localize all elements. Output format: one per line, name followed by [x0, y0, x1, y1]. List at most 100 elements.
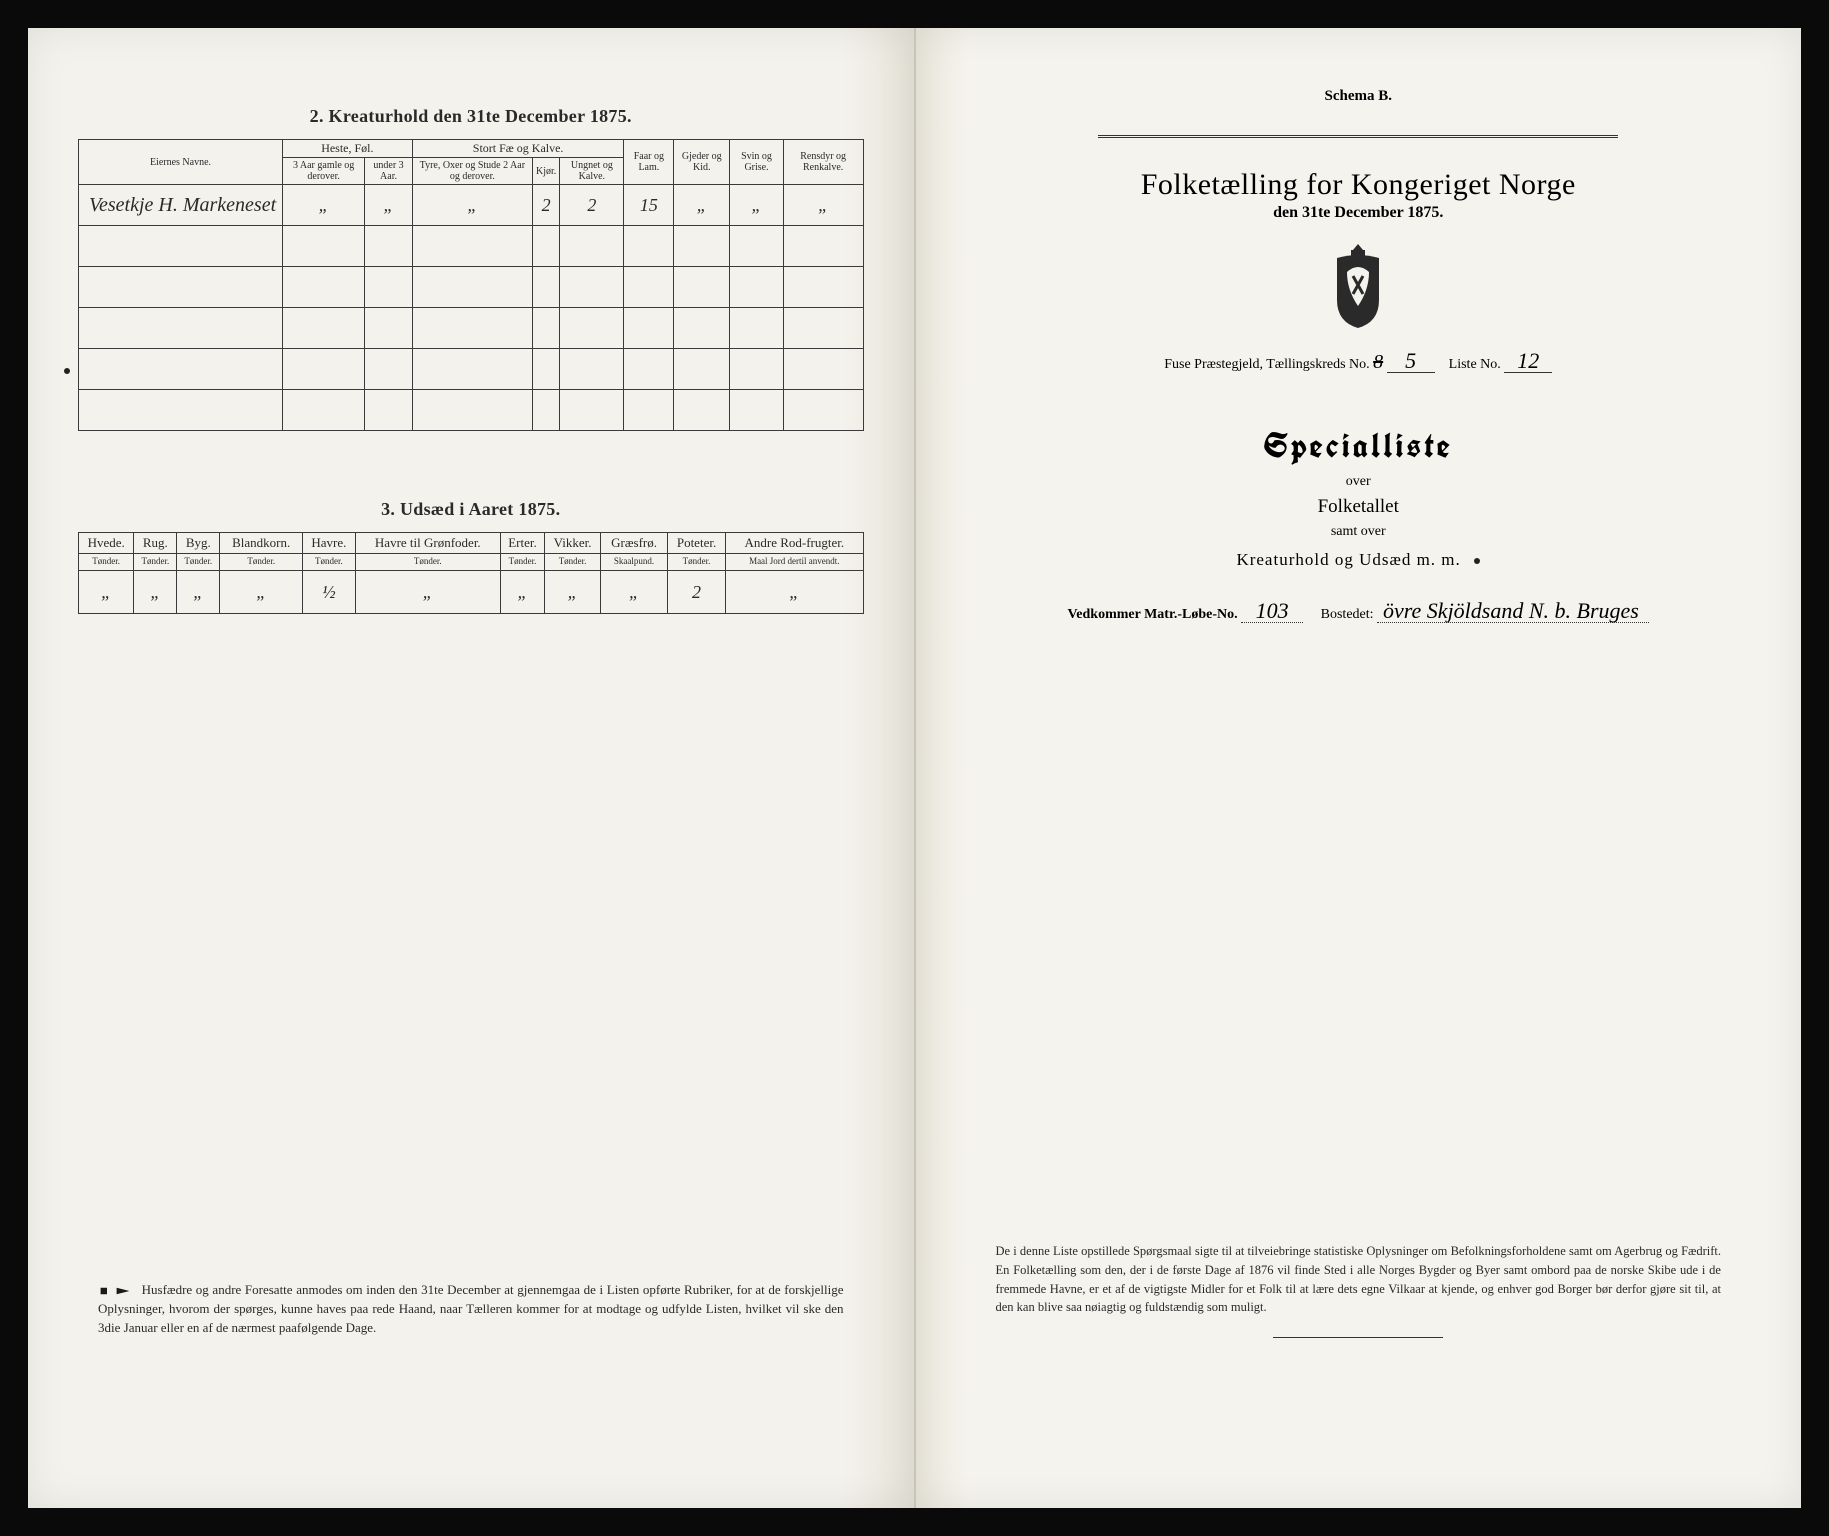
seed-header-2: Tønder. Tønder. Tønder. Tønder. Tønder. …	[79, 554, 864, 571]
sv7: „	[544, 571, 600, 614]
s9u: Tønder.	[667, 554, 725, 571]
livestock-row: Vesetkje H. Markeneset „ „ „ 2 2 15 „ „ …	[79, 185, 864, 226]
liste-no: 12	[1504, 350, 1552, 373]
sv5: „	[355, 571, 500, 614]
col-goats: Gjeder og Kid.	[674, 140, 730, 185]
matr-line: Vedkommer Matr.-Løbe-No. 103 Bostedet: ö…	[966, 600, 1752, 623]
s10h: Andre Rod-frugter.	[726, 533, 863, 554]
col-horse-u3: under 3 Aar.	[365, 158, 412, 185]
s4h: Havre.	[303, 533, 356, 554]
s2h: Byg.	[177, 533, 220, 554]
sv0: „	[79, 571, 134, 614]
seed-row: „ „ „ „ ½ „ „ „ „ 2 „	[79, 571, 864, 614]
empty-row	[79, 267, 864, 308]
v4: 2	[560, 185, 624, 226]
schema-label: Schema B.	[966, 88, 1752, 105]
right-page: Schema B. Folketælling for Kongeriget No…	[916, 28, 1802, 1508]
v0: „	[282, 185, 364, 226]
census-date: den 31te December 1875.	[966, 204, 1752, 222]
livestock-table: Eiernes Navne. Heste, Føl. Stort Fæ og K…	[78, 139, 864, 431]
empty-row	[79, 226, 864, 267]
sv3: „	[220, 571, 303, 614]
parish-label: Fuse Præstegjeld, Tællingskreds No.	[1164, 357, 1369, 372]
sv6: „	[500, 571, 544, 614]
foot-rule	[1273, 1337, 1443, 1338]
seed-table: Hvede. Rug. Byg. Blandkorn. Havre. Havre…	[78, 532, 864, 614]
liste-label: Liste No.	[1449, 357, 1501, 372]
v3: 2	[532, 185, 559, 226]
bosted-label: Bostedet:	[1321, 607, 1374, 622]
kreds-no: 5	[1387, 350, 1435, 373]
col-calves: Ungnet og Kalve.	[560, 158, 624, 185]
v8: „	[783, 185, 863, 226]
kreatur-line: Kreaturhold og Udsæd m. m.	[966, 550, 1752, 570]
matr-label: Vedkommer Matr.-Løbe-No.	[1067, 607, 1237, 622]
s6h: Erter.	[500, 533, 544, 554]
s2u: Tønder.	[177, 554, 220, 571]
sv9: 2	[667, 571, 725, 614]
bosted-value: övre Skjöldsand N. b. Bruges	[1377, 600, 1649, 623]
s0h: Hvede.	[79, 533, 134, 554]
sv1: „	[134, 571, 177, 614]
main-title: Folketælling for Kongeriget Norge	[966, 168, 1752, 202]
s3h: Blandkorn.	[220, 533, 303, 554]
section3-title: 3. Udsæd i Aaret 1875.	[78, 499, 864, 520]
seed-header-1: Hvede. Rug. Byg. Blandkorn. Havre. Havre…	[79, 533, 864, 554]
right-foot-text: De i denne Liste opstillede Spørgsmaal s…	[996, 1244, 1722, 1314]
empty-row	[79, 308, 864, 349]
left-page: 2. Kreaturhold den 31te December 1875. E…	[28, 28, 916, 1508]
ink-dot	[64, 368, 70, 374]
s6u: Tønder.	[500, 554, 544, 571]
s7u: Tønder.	[544, 554, 600, 571]
specialliste-title: Specialliste	[966, 424, 1752, 468]
s9h: Poteter.	[667, 533, 725, 554]
s8h: Græsfrø.	[601, 533, 668, 554]
col-pigs: Svin og Grise.	[730, 140, 784, 185]
kreatur-text: Kreaturhold og Udsæd m. m.	[1236, 550, 1460, 569]
s10u: Maal Jord dertil anvendt.	[726, 554, 863, 571]
parish-line: Fuse Præstegjeld, Tællingskreds No. 8 5 …	[966, 350, 1752, 374]
grp-horses: Heste, Føl.	[282, 140, 412, 158]
v5: 15	[624, 185, 674, 226]
col-sheep: Faar og Lam.	[624, 140, 674, 185]
title-rule-top	[1098, 135, 1618, 138]
s5h: Havre til Grønfoder.	[355, 533, 500, 554]
left-footnote: Husfædre og andre Foresatte anmodes om i…	[98, 1281, 844, 1338]
grp-cattle: Stort Fæ og Kalve.	[412, 140, 624, 158]
right-footnote: De i denne Liste opstillede Spørgsmaal s…	[996, 1242, 1722, 1338]
col-cows: Kjør.	[532, 158, 559, 185]
sv2: „	[177, 571, 220, 614]
sv4: ½	[303, 571, 356, 614]
empty-row	[79, 390, 864, 431]
pointing-hand-icon	[98, 1283, 132, 1299]
v1: „	[365, 185, 412, 226]
col-reindeer: Rensdyr og Renkalve.	[783, 140, 863, 185]
over-label: over	[966, 474, 1752, 490]
col-owner: Eiernes Navne.	[79, 140, 283, 185]
scan-frame: 2. Kreaturhold den 31te December 1875. E…	[28, 28, 1801, 1508]
empty-row	[79, 349, 864, 390]
sv10: „	[726, 571, 863, 614]
s8u: Skaalpund.	[601, 554, 668, 571]
col-bulls: Tyre, Oxer og Stude 2 Aar og derover.	[412, 158, 532, 185]
s5u: Tønder.	[355, 554, 500, 571]
v2: „	[412, 185, 532, 226]
v7: „	[730, 185, 784, 226]
s1h: Rug.	[134, 533, 177, 554]
matr-no: 103	[1241, 600, 1303, 623]
sv8: „	[601, 571, 668, 614]
owner-name: Vesetkje H. Markeneset	[79, 185, 283, 226]
coat-of-arms-icon	[1323, 240, 1393, 330]
v6: „	[674, 185, 730, 226]
col-horse-3plus: 3 Aar gamle og derover.	[282, 158, 364, 185]
ink-dot	[1474, 558, 1480, 564]
section2-title: 2. Kreaturhold den 31te December 1875.	[78, 106, 864, 127]
s0u: Tønder.	[79, 554, 134, 571]
folketallet-label: Folketallet	[966, 496, 1752, 518]
samt-label: samt over	[966, 524, 1752, 540]
s7h: Vikker.	[544, 533, 600, 554]
footnote-text: Husfædre og andre Foresatte anmodes om i…	[98, 1282, 844, 1335]
kreds-struck: 8	[1373, 351, 1383, 373]
s1u: Tønder.	[134, 554, 177, 571]
s4u: Tønder.	[303, 554, 356, 571]
